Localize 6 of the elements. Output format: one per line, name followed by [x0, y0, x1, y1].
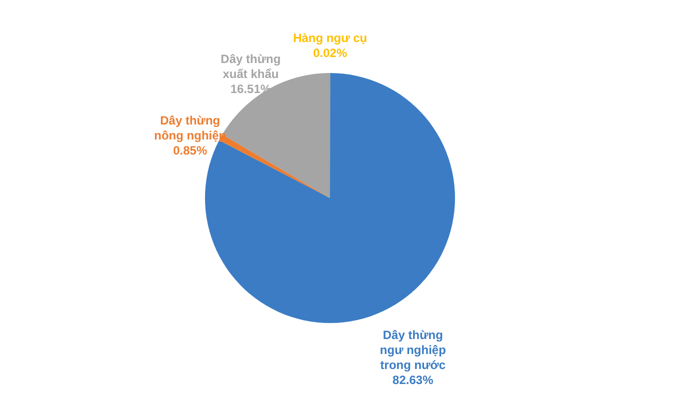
slice-label: Dây thừng xuất khẩu	[220, 52, 281, 82]
slice-label: Hàng ngư cụ	[293, 31, 368, 45]
slice-label: Dây thừng ngư nghiệp trong nước	[380, 328, 446, 372]
data-label: 82.63%	[392, 372, 434, 387]
data-label: 0.02%	[313, 46, 348, 60]
data-label: 0.85%	[173, 143, 208, 158]
